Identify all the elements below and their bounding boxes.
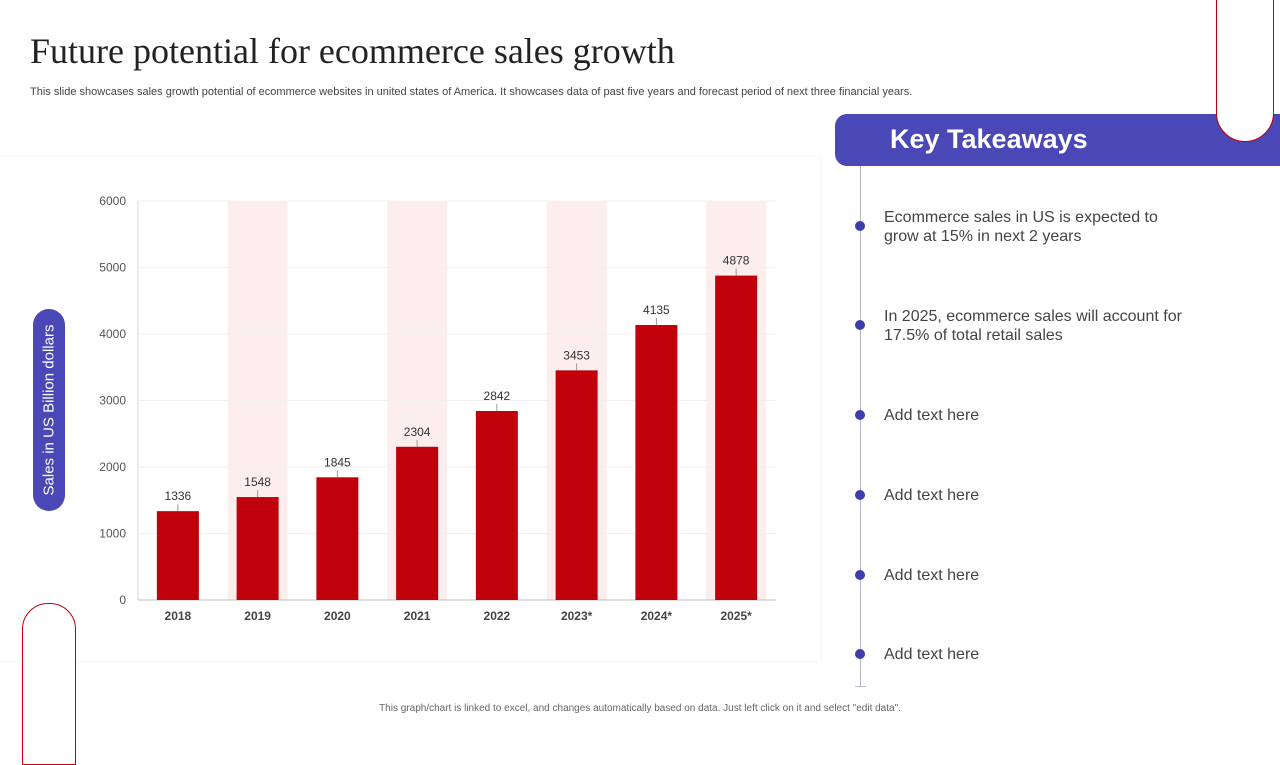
y-axis-label: Sales in US Billion dollars	[40, 324, 58, 496]
bullet-dot-icon	[855, 570, 865, 580]
decorative-top-frame	[1216, 0, 1274, 142]
bullet-dot-icon	[855, 410, 865, 420]
sales-bar-chart: 0 1000 2000 3000 4000 5000 6000 1336 2018 1548 201…	[99, 194, 776, 623]
bar	[475, 411, 518, 600]
timeline-line	[860, 166, 861, 687]
chart-card: 0 1000 2000 3000 4000 5000 6000 1336 2018 1548 201…	[0, 157, 820, 661]
y-tick-label: 1000	[99, 527, 126, 541]
takeaway-text: In 2025, ecommerce sales will account fo…	[884, 308, 1182, 344]
bullet-dot-icon	[855, 490, 865, 500]
x-tick-label: 2025*	[720, 609, 752, 623]
data-label: 4135	[643, 303, 670, 317]
takeaway-text: Add text here	[884, 646, 980, 663]
footer-note: This graph/chart is linked to excel, and…	[379, 703, 901, 714]
takeaway-text: Add text here	[884, 567, 980, 584]
bar	[316, 477, 359, 600]
bullet-dot-icon	[855, 320, 865, 330]
bar	[635, 325, 678, 600]
bar	[555, 370, 598, 600]
x-tick-label: 2023*	[561, 609, 593, 623]
x-tick-label: 2019	[244, 609, 271, 623]
y-tick-label: 4000	[99, 327, 126, 341]
data-label: 2304	[404, 425, 431, 439]
data-label: 2842	[484, 389, 511, 403]
key-takeaways-header	[835, 114, 1280, 166]
x-tick-label: 2018	[165, 609, 192, 623]
bullet-dot-icon	[855, 649, 865, 659]
y-tick-label: 0	[119, 593, 126, 607]
bar	[156, 511, 199, 600]
bar	[715, 275, 758, 600]
y-tick-label: 2000	[99, 460, 126, 474]
y-tick-label: 3000	[99, 394, 126, 408]
decorative-bottom-frame	[22, 603, 76, 765]
data-label: 3453	[563, 348, 590, 362]
x-tick-label: 2020	[324, 609, 351, 623]
bar	[396, 446, 439, 600]
bar	[236, 497, 279, 600]
takeaway-text: Ecommerce sales in US is expected to gro…	[884, 209, 1158, 245]
page-title: Future potential for ecommerce sales gro…	[30, 31, 675, 71]
takeaway-text: Add text here	[884, 487, 980, 504]
key-takeaways-title: Key Takeaways	[890, 124, 1088, 154]
y-tick-label: 6000	[99, 194, 126, 208]
data-label: 4878	[723, 254, 750, 268]
data-label: 1336	[165, 489, 192, 503]
data-label: 1845	[324, 455, 351, 469]
x-tick-label: 2024*	[641, 609, 673, 623]
data-label: 1548	[244, 475, 271, 489]
x-tick-label: 2021	[404, 609, 431, 623]
page-subtitle: This slide showcases sales growth potent…	[30, 86, 913, 98]
y-axis-label-pill	[33, 309, 65, 511]
bullet-dot-icon	[855, 221, 865, 231]
y-tick-label: 5000	[99, 261, 126, 275]
timeline-end-tick	[855, 686, 866, 687]
takeaway-text: Add text here	[884, 407, 980, 424]
x-tick-label: 2022	[484, 609, 511, 623]
